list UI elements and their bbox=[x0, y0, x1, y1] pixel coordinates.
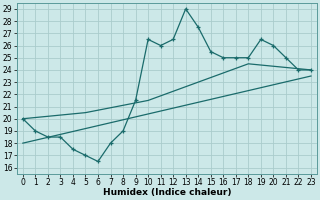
X-axis label: Humidex (Indice chaleur): Humidex (Indice chaleur) bbox=[103, 188, 231, 197]
